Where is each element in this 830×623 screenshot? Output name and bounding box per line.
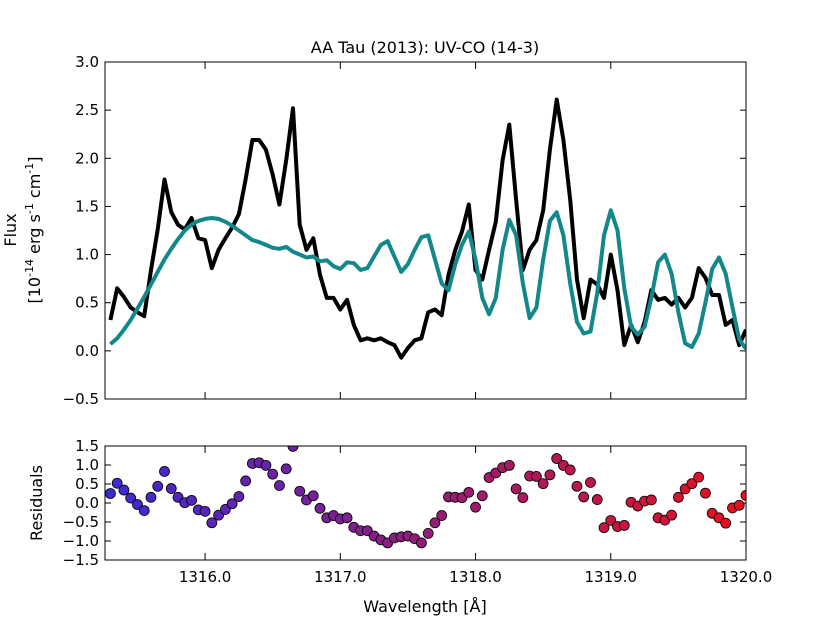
y-axis-units-part: -14 (23, 259, 36, 277)
data-point (693, 471, 705, 483)
data-point (118, 484, 130, 496)
y-axis-units: [10-14 erg s-1 cm-1] (23, 156, 44, 303)
y-tick-label: −0.5 (63, 390, 99, 408)
data-point (429, 517, 441, 529)
data-point (585, 477, 596, 488)
x-axis-label: Wavelength [Å] (363, 597, 486, 616)
data-point (422, 528, 434, 539)
data-point (267, 468, 279, 480)
plot-area (105, 446, 746, 549)
y-tick-label: 1.0 (75, 246, 99, 264)
data-point (159, 466, 170, 477)
x-tick-label: 1316.0 (179, 568, 232, 586)
y-axis-label: Flux (1, 213, 20, 246)
data-point (666, 509, 678, 521)
y-axis-units-part: cm (25, 174, 44, 203)
data-point (537, 478, 549, 490)
data-line (108, 97, 746, 360)
data-point (314, 502, 326, 514)
data-point (470, 501, 481, 513)
y-tick-label: 3.0 (75, 53, 99, 71)
plot-area (108, 97, 746, 360)
data-point (578, 491, 590, 503)
data-point (436, 510, 448, 521)
y-tick-label: 0.0 (75, 494, 99, 512)
y-tick-label: −0.5 (63, 513, 99, 531)
y-tick-label: −1.5 (63, 551, 99, 569)
y-tick-label: −1.0 (63, 532, 99, 550)
data-point (720, 517, 732, 529)
data-point (186, 494, 197, 506)
y-tick-label: 2.5 (75, 101, 99, 119)
data-point (517, 492, 529, 504)
data-point (686, 478, 698, 490)
data-point (226, 498, 238, 510)
data-point (206, 517, 218, 529)
data-point (551, 453, 563, 464)
y-axis-units-part: erg s (25, 214, 44, 259)
y-tick-label: 1.0 (75, 456, 99, 474)
data-point (145, 491, 157, 503)
y-axis-units-part: [10 (25, 277, 44, 304)
data-point (700, 487, 711, 499)
y-tick-label: 0.5 (75, 475, 99, 493)
y-tick-label: 1.5 (75, 197, 99, 215)
data-point (476, 490, 488, 502)
data-point (307, 490, 319, 502)
data-point (294, 485, 306, 497)
data-point (260, 459, 272, 471)
x-tick-label: 1320.0 (720, 568, 773, 586)
data-point (125, 492, 137, 504)
y-tick-label: 1.5 (75, 437, 99, 455)
axes-frame (104, 61, 747, 400)
data-point (564, 464, 576, 476)
data-point (280, 463, 292, 475)
y-axis-label: Residuals (27, 465, 46, 541)
data-point (618, 520, 630, 531)
y-tick-label: 0.0 (75, 342, 99, 360)
data-point (274, 480, 285, 491)
x-tick-label: 1318.0 (449, 568, 502, 586)
data-point (605, 515, 617, 526)
data-point (530, 470, 542, 482)
y-tick-label: 0.5 (75, 294, 99, 312)
data-point (598, 522, 610, 534)
data-point (105, 488, 116, 499)
data-point (740, 490, 746, 501)
data-point (503, 459, 515, 471)
x-tick-label: 1317.0 (314, 568, 367, 586)
data-point (463, 486, 475, 498)
data-point (544, 469, 556, 481)
x-tick-label: 1319.0 (585, 568, 638, 586)
data-point (510, 483, 522, 495)
data-line (109, 208, 746, 351)
data-point (111, 477, 123, 489)
chart-title: AA Tau (2013): UV-CO (14-3) (311, 38, 539, 57)
data-point (733, 499, 745, 511)
data-point (416, 537, 427, 549)
data-point (152, 480, 164, 492)
data-point (165, 483, 177, 494)
data-point (341, 512, 353, 524)
y-axis-units-part: -1 (23, 163, 36, 174)
data-point (571, 480, 583, 492)
y-axis-units-part: ] (25, 156, 44, 162)
data-point (138, 505, 150, 517)
data-point (199, 505, 211, 517)
data-point (645, 494, 657, 506)
data-point (591, 494, 603, 505)
data-point (132, 499, 143, 510)
axes-frame (104, 445, 747, 561)
data-point (672, 491, 684, 503)
data-point (240, 475, 252, 487)
data-point (233, 491, 245, 502)
y-tick-label: 2.0 (75, 149, 99, 167)
y-axis-units-part: -1 (23, 203, 36, 214)
